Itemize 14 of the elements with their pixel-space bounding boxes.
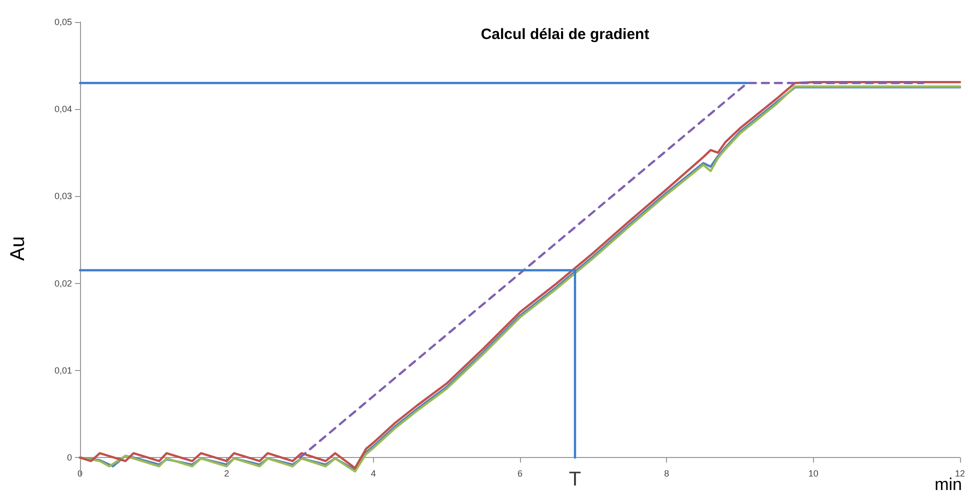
annotation: T <box>568 468 582 491</box>
y-tick-label: 0,04 <box>54 104 72 114</box>
y-tick-label: 0,02 <box>54 278 72 288</box>
x-tick-label: 2 <box>224 468 230 478</box>
y-tick-label: 0,05 <box>54 17 72 27</box>
chart-title: Calcul délai de gradient <box>480 26 650 43</box>
y-tick-label: 0,01 <box>54 365 72 376</box>
x-tick-label: 4 <box>370 468 376 478</box>
x-tick-label: 10 <box>808 468 818 478</box>
y-tick-label: 0,03 <box>54 191 72 202</box>
y-tick-label: 0 <box>66 452 72 463</box>
x-tick-label: 6 <box>517 468 523 478</box>
y-axis-title: Au <box>7 236 29 261</box>
x-tick-label: 8 <box>664 468 670 478</box>
